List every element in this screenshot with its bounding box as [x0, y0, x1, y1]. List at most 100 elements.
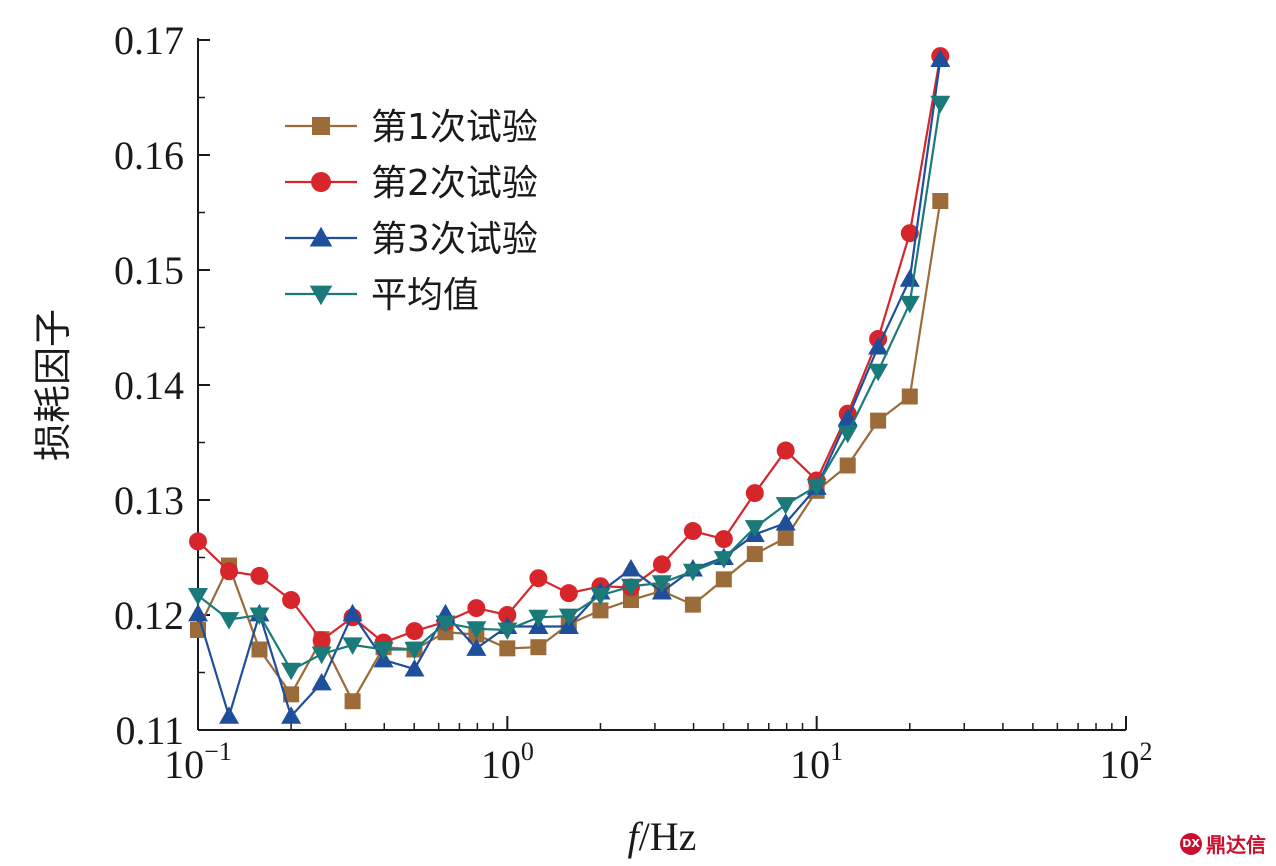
x-axis-label: f/Hz	[628, 814, 697, 859]
x-tick-exponent: 2	[1140, 737, 1153, 766]
y-tick-label: 0.13	[114, 478, 184, 523]
data-point	[713, 551, 734, 569]
data-point	[899, 269, 920, 287]
x-tick-base: 10	[1100, 742, 1140, 787]
legend-marker	[312, 117, 330, 135]
x-tick-exponent: 1	[830, 737, 843, 766]
data-point	[466, 638, 487, 656]
legend-entry-3: 第3次试验	[285, 219, 538, 260]
data-point	[498, 606, 517, 624]
data-point	[219, 706, 240, 724]
data-point	[311, 672, 332, 691]
data-point	[837, 425, 858, 444]
data-point	[930, 49, 951, 68]
data-point	[467, 599, 486, 618]
data-point	[312, 631, 331, 650]
data-point	[622, 592, 639, 609]
series-4	[188, 95, 951, 681]
data-point	[282, 591, 301, 610]
data-point	[901, 388, 918, 405]
data-point	[652, 555, 671, 574]
data-point	[714, 530, 733, 549]
data-point	[651, 575, 672, 593]
watermark-logo-icon: DX	[1180, 832, 1202, 855]
data-point	[744, 520, 765, 538]
y-tick-label: 0.17	[114, 18, 184, 63]
data-point	[715, 571, 732, 588]
x-tick-exponent: 0	[521, 737, 534, 766]
x-tick-label: 102	[1100, 737, 1153, 787]
data-point	[558, 608, 579, 627]
data-point	[188, 603, 208, 622]
data-point	[592, 602, 609, 619]
data-point	[342, 603, 363, 622]
data-point	[404, 659, 425, 677]
data-point	[775, 497, 796, 515]
data-point	[249, 607, 270, 625]
data-point	[529, 569, 548, 588]
watermark-text: 鼎达信	[1206, 833, 1266, 857]
series-layer	[188, 47, 951, 724]
data-point	[776, 441, 795, 460]
data-point	[342, 637, 363, 655]
x-tick-label: 100	[481, 737, 534, 787]
data-point	[497, 622, 518, 640]
legend-entry-4: 平均值	[285, 275, 479, 316]
y-tick-label: 0.15	[114, 248, 184, 293]
data-point	[373, 642, 394, 660]
x-axis-label-unit: /Hz	[639, 814, 697, 859]
data-point	[189, 532, 207, 551]
data-point	[281, 706, 302, 724]
data-point	[220, 562, 239, 581]
data-point	[839, 457, 856, 474]
data-point	[283, 686, 300, 703]
data-point	[251, 641, 268, 658]
data-point	[775, 513, 796, 531]
y-tick-label: 0.12	[114, 593, 184, 638]
data-point	[930, 95, 951, 114]
data-point	[806, 478, 827, 497]
data-point	[188, 587, 208, 606]
series-line	[197, 55, 942, 644]
data-point	[528, 609, 549, 628]
data-point	[868, 337, 889, 355]
x-tick-base: 10	[790, 742, 830, 787]
data-point	[868, 363, 889, 382]
legend-entry-1: 第1次试验	[285, 107, 538, 148]
x-tick-base: 10	[164, 742, 204, 787]
data-point	[590, 587, 611, 606]
data-point	[620, 559, 641, 577]
x-tick-base: 10	[481, 742, 521, 787]
y-tick-label: 0.14	[114, 363, 184, 408]
data-point	[405, 622, 424, 641]
data-point	[870, 412, 887, 429]
legend-label: 平均值	[371, 275, 479, 316]
x-tick-exponent: −1	[204, 737, 232, 766]
legend-label: 第3次试验	[371, 219, 538, 260]
data-point	[777, 529, 794, 546]
y-tick-label: 0.11	[115, 708, 184, 753]
data-point	[219, 612, 240, 630]
data-point	[435, 615, 456, 634]
x-tick-label: 10−1	[164, 737, 232, 787]
legend-marker	[309, 285, 333, 306]
data-point	[344, 693, 361, 710]
data-point	[745, 484, 764, 503]
legend-marker	[309, 226, 333, 247]
data-point	[746, 546, 763, 563]
data-point	[932, 193, 949, 209]
data-point	[900, 224, 919, 243]
legend-label: 第2次试验	[371, 163, 538, 204]
data-point	[250, 566, 269, 585]
y-axis-label: 损耗因子	[31, 309, 75, 461]
watermark: DX 鼎达信	[1180, 829, 1266, 858]
data-point	[281, 662, 302, 681]
legend-marker	[311, 172, 331, 192]
data-point	[559, 584, 578, 603]
series-2	[189, 47, 950, 652]
data-point	[466, 621, 487, 639]
axes	[197, 38, 1126, 731]
data-point	[620, 578, 641, 597]
